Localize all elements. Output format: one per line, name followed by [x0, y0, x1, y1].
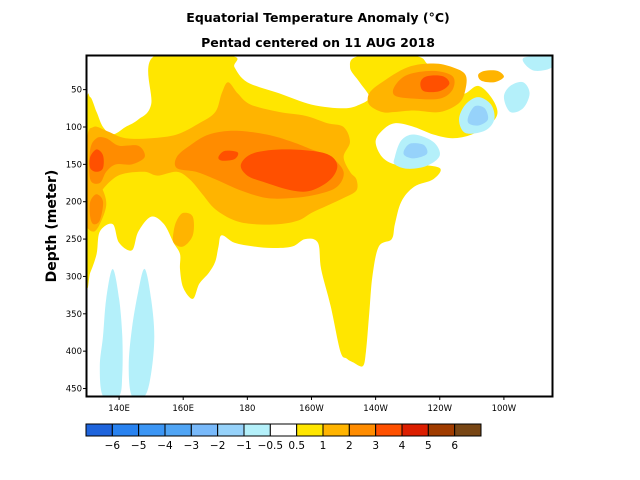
colorbar-label: 3: [372, 440, 379, 452]
plot-frame: [85, 54, 554, 398]
colorbar-label: −0.5: [258, 440, 284, 452]
colorbar-label: −2: [210, 440, 225, 452]
colorbar-swatch: [164, 423, 192, 437]
y-tick-label: 250: [66, 235, 82, 245]
colorbar-swatch: [190, 423, 219, 437]
contour-warm-mid-deep-1: [172, 212, 194, 247]
contour-cool-west-a: [99, 269, 123, 396]
colorbar-label: −1: [236, 440, 251, 452]
colorbar-swatch: [269, 423, 298, 437]
colorbar-label: 4: [399, 440, 406, 452]
x-tick-label: 140W: [363, 404, 388, 414]
contour-warm-core-2: [89, 137, 145, 184]
contour-cool-far-east-a: [503, 81, 530, 113]
colorbar-label: 0.5: [288, 440, 305, 452]
colorbar-swatch: [138, 423, 166, 437]
x-tick-label: 140E: [108, 404, 130, 414]
x-tick-label: 120W: [427, 404, 452, 414]
x-tick-label: 100W: [492, 404, 517, 414]
colorbar-swatch: [348, 423, 377, 437]
x-axis: 140E 160E 180 160W 140W 120W 100W: [108, 396, 517, 414]
contour-warm-core-2-west-deep: [89, 194, 104, 225]
chart-subtitle: Pentad centered on 11 AUG 2018: [201, 35, 435, 50]
y-tick-label: 350: [66, 310, 82, 320]
colorbar-label: 6: [451, 440, 458, 452]
contour-cool-far-east-b: [522, 56, 552, 71]
contour-warm-core-3-east: [420, 75, 450, 93]
colorbar-label: 1: [320, 440, 327, 452]
colorbar-swatch: [111, 423, 140, 437]
y-tick-label: 300: [66, 272, 82, 282]
plot-area: [85, 54, 554, 398]
colorbar-label: 2: [346, 440, 353, 452]
contour-warm-core-3-small: [218, 150, 239, 161]
colorbar-label: −5: [131, 440, 146, 452]
colorbar-legend: −6 −5 −4 −3 −2 −1 −0.5 0.5 1 2 3 4 5 6: [85, 423, 482, 452]
colorbar-swatch: [217, 423, 245, 437]
colorbar-swatch: [296, 423, 324, 437]
x-tick-label: 160W: [299, 404, 324, 414]
x-tick-label: 180: [239, 404, 255, 414]
colorbar-swatch: [401, 423, 429, 437]
x-tick-label: 160E: [172, 404, 194, 414]
colorbar-label: −6: [105, 440, 121, 452]
colorbar-swatch: [427, 423, 456, 437]
contour-cool-central-1: [403, 143, 428, 159]
contour-cool-west-b: [128, 268, 155, 396]
y-tick-label: 150: [66, 160, 82, 170]
colorbar-label: 5: [425, 440, 432, 452]
contour-warm-core-3-central: [240, 149, 338, 192]
colorbar-swatch: [454, 423, 482, 437]
y-axis-label: Depth (meter): [44, 170, 60, 283]
y-tick-label: 200: [66, 198, 82, 208]
colorbar-swatch: [243, 423, 271, 437]
colorbar-label: −3: [184, 440, 199, 452]
y-tick-label: 100: [66, 123, 82, 133]
y-tick-label: 450: [66, 385, 82, 395]
colorbar-swatch: [375, 423, 403, 437]
chart-title: Equatorial Temperature Anomaly (°C): [186, 10, 449, 25]
contour-regions: [87, 56, 552, 396]
colorbar-label: −4: [157, 440, 173, 452]
contour-cool-east-1: [467, 105, 489, 126]
colorbar-swatch: [85, 423, 113, 437]
y-tick-label: 50: [71, 86, 82, 96]
contour-warm-core-3-west: [89, 149, 104, 172]
y-tick-label: 400: [66, 347, 82, 357]
contour-warm-far-east-1: [478, 70, 504, 83]
y-axis: 50 100 150 200 250 300 350 400 450: [66, 86, 87, 395]
colorbar-swatch: [322, 423, 350, 437]
